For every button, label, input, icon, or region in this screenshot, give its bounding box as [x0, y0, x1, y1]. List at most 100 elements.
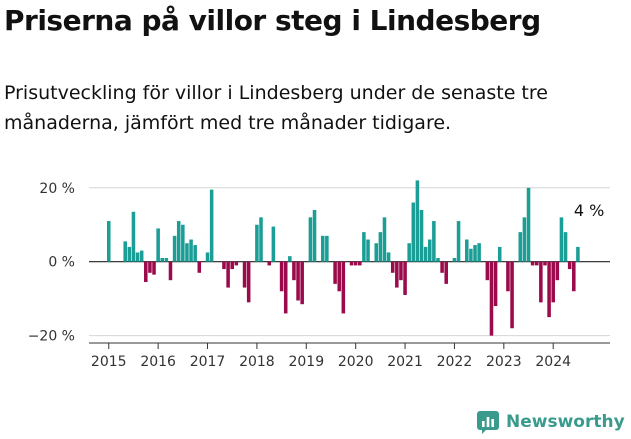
bar [325, 235, 329, 262]
bar [279, 261, 284, 292]
bar [567, 261, 572, 270]
bar [160, 258, 165, 262]
bar [399, 261, 403, 281]
x-tick-label: 2016 [140, 354, 176, 370]
bar [465, 239, 469, 262]
bar [493, 261, 498, 307]
bar [423, 246, 428, 262]
bar [526, 187, 531, 262]
bar [362, 232, 366, 262]
bar [386, 252, 391, 262]
bar [135, 252, 140, 262]
page-subtitle: Prisutveckling för villor i Lindesberg u… [4, 82, 548, 134]
bar [555, 261, 560, 281]
bar [349, 261, 354, 266]
brand-name: Newsworthy [506, 412, 625, 432]
y-tick-label: −20 % [28, 329, 75, 345]
bar [378, 232, 383, 262]
bar [234, 261, 239, 266]
bar [572, 261, 576, 292]
bar [419, 209, 424, 262]
bar [456, 221, 461, 262]
bar [172, 235, 177, 262]
bar [485, 261, 490, 281]
bar [283, 261, 288, 314]
bar [123, 241, 127, 262]
annotation-background [572, 199, 613, 220]
bar [530, 261, 535, 266]
bar [148, 261, 152, 273]
bar [510, 261, 514, 329]
bar [415, 180, 420, 262]
bar [411, 202, 416, 262]
bar [259, 217, 263, 262]
bar [255, 224, 259, 262]
bar [551, 261, 555, 303]
x-tick-label: 2022 [437, 354, 473, 370]
x-tick-label: 2021 [387, 354, 423, 370]
bar [539, 261, 543, 303]
bar [106, 221, 111, 262]
x-tick-label: 2017 [190, 354, 226, 370]
bar [477, 243, 481, 262]
bar [308, 217, 313, 262]
bar [139, 250, 144, 262]
bar [497, 246, 502, 262]
bar [440, 261, 444, 273]
bar [193, 245, 197, 262]
bar [436, 258, 440, 262]
bar [181, 224, 185, 262]
x-tick-label: 2024 [535, 354, 571, 370]
bar [390, 261, 395, 273]
bar [341, 261, 346, 314]
bar [469, 248, 473, 262]
bar [522, 217, 527, 262]
bar [563, 232, 568, 262]
bar [230, 261, 234, 270]
bar [288, 256, 292, 262]
bar [333, 261, 337, 284]
bar [226, 261, 230, 288]
bar [152, 261, 156, 275]
bar [300, 261, 304, 305]
y-tick-label: 0 % [48, 255, 75, 271]
newsworthy-logo-icon [477, 411, 499, 434]
bar [559, 217, 564, 262]
bar [271, 226, 276, 262]
bar [197, 261, 202, 273]
x-tick-label: 2015 [91, 354, 127, 370]
bar [506, 261, 510, 292]
bar [267, 261, 272, 266]
page-title: Priserna på villor steg i Lindesberg [4, 4, 541, 37]
bar [131, 211, 136, 262]
bar [358, 261, 362, 266]
bar [395, 261, 399, 288]
bar-chart: −20 % 0 % 20 % 2015 2016 2017 2018 2019 2020 2021… [28, 180, 613, 370]
bar [374, 243, 379, 262]
x-tick-label: 2018 [239, 354, 275, 370]
bar [534, 261, 539, 266]
bar [432, 221, 436, 262]
bar [366, 239, 370, 262]
bar [164, 258, 169, 262]
bar [518, 232, 523, 262]
bar [576, 246, 580, 262]
x-tick-label: 2020 [338, 354, 374, 370]
bar [489, 261, 494, 336]
bar [382, 217, 387, 262]
bar [452, 258, 457, 262]
annotation-label: 4 % [574, 201, 604, 220]
bar [168, 261, 173, 281]
bar [427, 239, 432, 262]
axis-layer: −20 % 0 % 20 % 2015 2016 2017 2018 2019 2020 2021… [28, 181, 610, 370]
bar [292, 261, 296, 281]
bar [337, 261, 341, 292]
bar [185, 243, 189, 262]
bar [127, 246, 132, 262]
bar [444, 261, 448, 284]
annotation-layer: 4 % [572, 199, 613, 220]
bar [205, 252, 210, 262]
bar [156, 228, 160, 262]
bar [209, 189, 214, 262]
bar [242, 261, 247, 288]
